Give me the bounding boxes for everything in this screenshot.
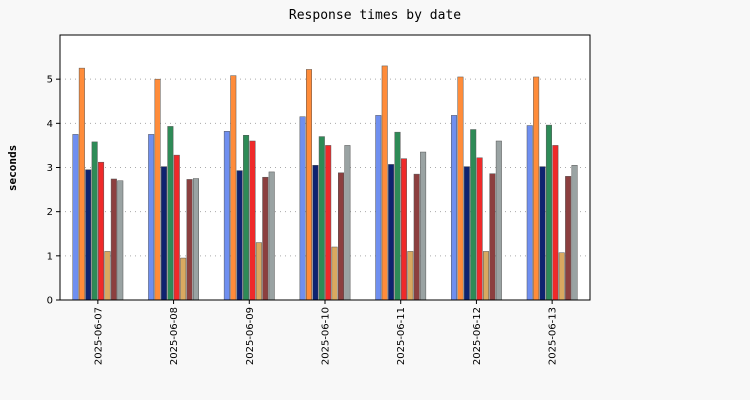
y-tick-label: 0: [47, 296, 53, 307]
bar: [394, 131, 401, 301]
bar: [180, 257, 187, 301]
bar: [85, 169, 92, 301]
bar: [344, 145, 351, 301]
x-tick-label: 2025-06-12: [472, 307, 483, 365]
x-axis: 2025-06-07 2025-06-08 2025-06-09 2025-06-10…: [93, 300, 559, 365]
bar: [268, 171, 275, 301]
x-tick-label: 2025-06-11: [396, 307, 407, 365]
bar: [98, 161, 105, 301]
bar: [545, 124, 552, 301]
x-tick-label: 2025-06-13: [548, 307, 559, 365]
bar: [167, 126, 174, 301]
bar: [173, 154, 180, 301]
bar: [338, 172, 344, 301]
y-axis: 0 1 2 3 4 5: [47, 75, 60, 307]
bar: [526, 125, 533, 301]
bar: [476, 157, 483, 301]
bar: [483, 251, 490, 301]
bar: [72, 134, 79, 301]
bar: [262, 176, 269, 301]
bar: [331, 246, 338, 301]
bar: [78, 67, 85, 301]
y-tick-label: 1: [47, 251, 53, 262]
bar: [249, 140, 256, 301]
bar: [489, 173, 496, 301]
y-tick-label: 3: [47, 163, 53, 174]
y-axis-label: seconds: [6, 145, 19, 191]
gridlines: [60, 78, 590, 257]
bar: [552, 145, 559, 301]
bar: [495, 140, 502, 301]
bar: [457, 76, 464, 301]
bar: [375, 115, 382, 301]
bar: [117, 180, 124, 301]
bar: [571, 165, 578, 301]
bar: [148, 134, 155, 301]
bar: [223, 131, 230, 301]
x-tick-label: 2025-06-09: [245, 307, 256, 365]
x-tick-label: 2025-06-10: [321, 307, 332, 365]
bar: [306, 69, 312, 301]
bar: [388, 164, 395, 301]
bar: [533, 76, 540, 301]
bar: [420, 151, 427, 301]
bar: [413, 173, 420, 301]
x-tick-label: 2025-06-07: [93, 307, 104, 365]
bar: [565, 176, 572, 301]
x-tick-label: 2025-06-08: [169, 307, 180, 365]
bar: [110, 178, 117, 301]
bar: [407, 251, 414, 301]
bar: [539, 166, 546, 301]
bar: [255, 242, 262, 301]
y-tick-label: 4: [47, 119, 53, 130]
y-tick-label: 5: [47, 75, 53, 86]
bar: [192, 178, 199, 301]
bar: [400, 158, 407, 301]
bar: [186, 179, 193, 301]
bars: [72, 65, 578, 301]
bar: [318, 136, 325, 301]
bar: [230, 75, 237, 301]
bar: [463, 166, 470, 301]
bar: [299, 116, 306, 301]
bar: [312, 165, 319, 301]
bar: [104, 251, 111, 301]
bar: [243, 135, 250, 301]
bar: [470, 129, 477, 301]
bar: [91, 141, 98, 301]
bar: [160, 166, 167, 301]
bar: [154, 78, 161, 301]
bar: [381, 65, 388, 301]
bar: [451, 115, 458, 301]
bar: [236, 170, 243, 301]
chart-title: Response times by date: [289, 8, 461, 23]
y-tick-label: 2: [47, 207, 53, 218]
bar: [558, 252, 565, 301]
bar: [325, 145, 332, 301]
